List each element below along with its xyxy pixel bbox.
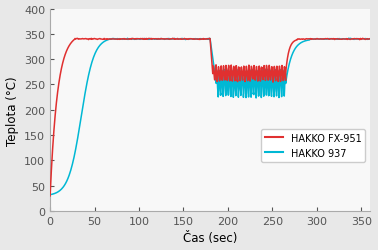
Legend: HAKKO FX-951, HAKKO 937: HAKKO FX-951, HAKKO 937 xyxy=(262,130,365,162)
X-axis label: Čas (sec): Čas (sec) xyxy=(183,232,237,244)
Y-axis label: Teplota (°C): Teplota (°C) xyxy=(6,76,19,145)
